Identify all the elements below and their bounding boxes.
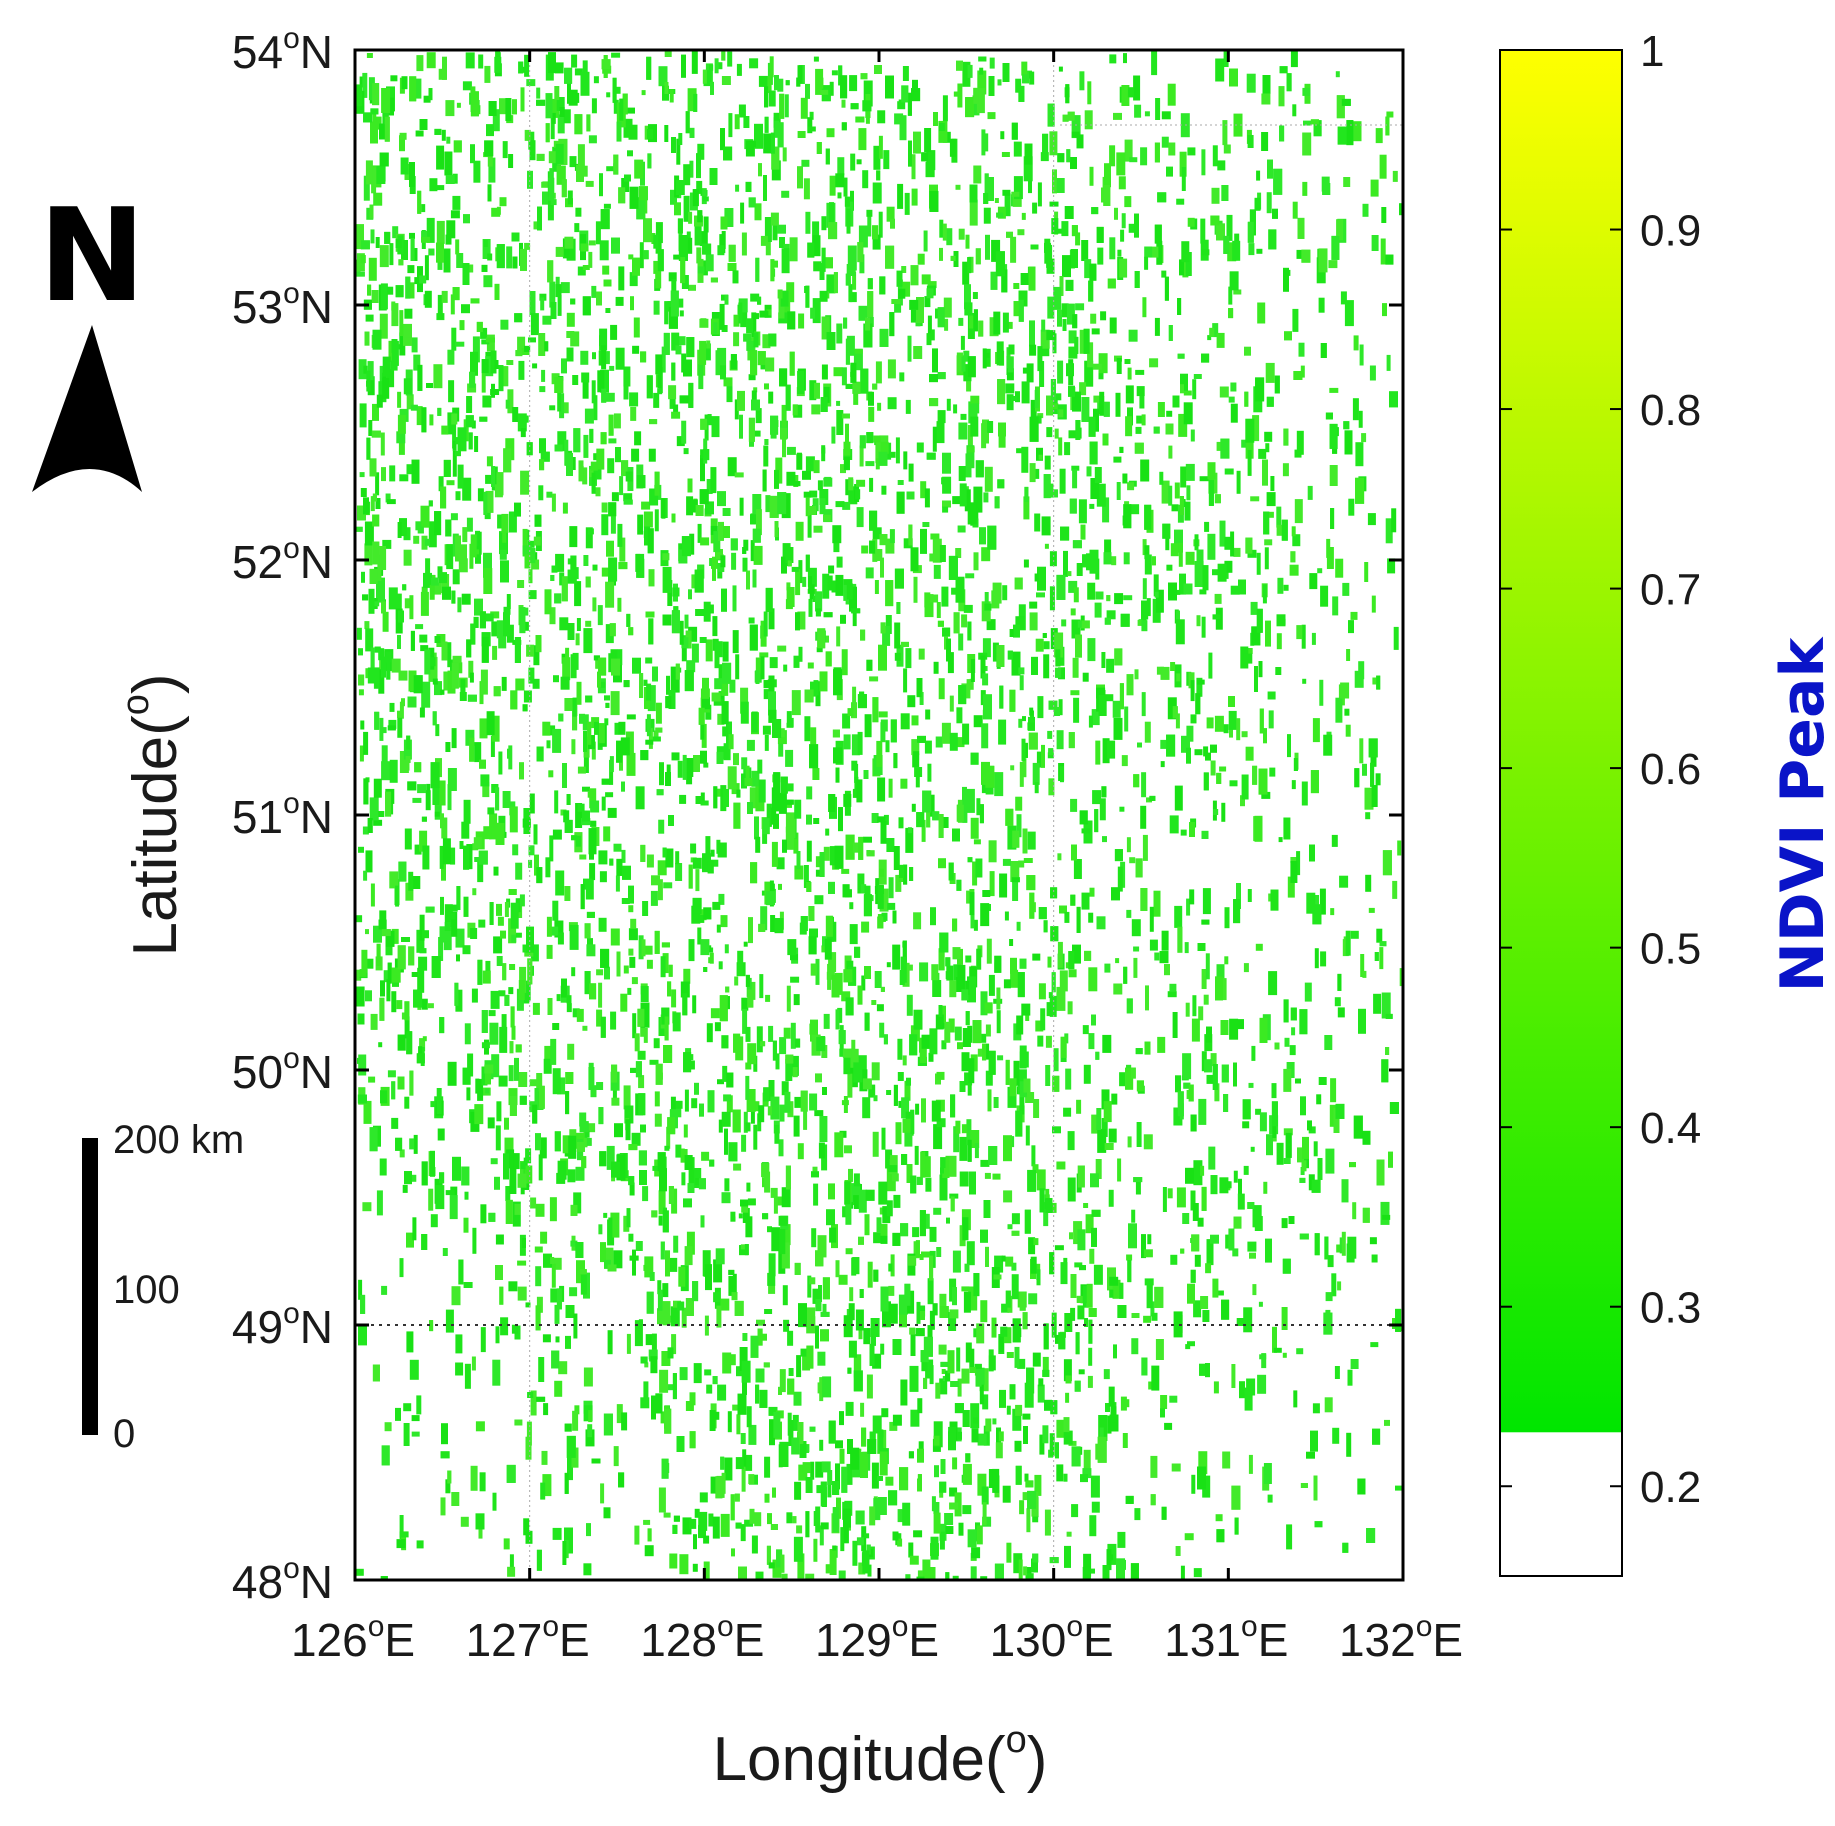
lon-label-128: 128oE bbox=[640, 1610, 764, 1666]
ndvi-vegetation-layer bbox=[355, 50, 1403, 1580]
lat-label-53: 53oN bbox=[232, 277, 333, 333]
scale-bar-line bbox=[82, 1138, 98, 1435]
north-arrow-icon: N bbox=[32, 182, 146, 492]
lat-label-54: 54oN bbox=[232, 22, 333, 78]
scale-label-100: 100 bbox=[113, 1268, 180, 1312]
lat-label-48: 48oN bbox=[232, 1552, 333, 1608]
lat-label-52: 52oN bbox=[232, 532, 333, 588]
colorbar: 1 0.9 0.8 0.7 0.6 0.5 0.4 0.3 0.2 bbox=[1499, 27, 1701, 1577]
scale-bar: 200 km 100 0 bbox=[82, 1118, 244, 1456]
colorbar-title: NDVI Peak bbox=[1768, 636, 1835, 993]
scale-label-200: 200 km bbox=[113, 1118, 244, 1162]
latitude-tick-labels: 54oN 53oN 52oN 51oN 50oN 49oN 48oN bbox=[232, 22, 333, 1608]
lat-label-49: 49oN bbox=[232, 1297, 333, 1353]
colorbar-label-0.9: 0.9 bbox=[1640, 207, 1701, 256]
y-axis-title: Latitude(o) bbox=[115, 673, 190, 956]
lon-label-127: 127oE bbox=[466, 1610, 590, 1666]
colorbar-label-0.5: 0.5 bbox=[1640, 925, 1701, 974]
colorbar-label-0.4: 0.4 bbox=[1640, 1104, 1701, 1153]
lon-label-132: 132oE bbox=[1339, 1610, 1463, 1666]
lat-label-50: 50oN bbox=[232, 1042, 333, 1098]
scale-label-0: 0 bbox=[113, 1412, 135, 1456]
colorbar-label-1: 1 bbox=[1640, 27, 1664, 76]
longitude-tick-labels: 126oE 127oE 128oE 129oE 130oE 131oE 132oE bbox=[291, 1610, 1463, 1666]
lat-label-51: 51oN bbox=[232, 787, 333, 843]
colorbar-label-0.2: 0.2 bbox=[1640, 1463, 1701, 1512]
x-axis-title: Longitude(o) bbox=[713, 1719, 1048, 1794]
lon-label-131: 131oE bbox=[1164, 1610, 1288, 1666]
lon-label-129: 129oE bbox=[815, 1610, 939, 1666]
lon-label-130: 130oE bbox=[990, 1610, 1114, 1666]
map-gridlines bbox=[355, 50, 1403, 1580]
axis-ticks bbox=[353, 48, 1405, 1582]
north-letter: N bbox=[38, 182, 145, 331]
colorbar-label-0.6: 0.6 bbox=[1640, 745, 1701, 794]
colorbar-ticks: 1 0.9 0.8 0.7 0.6 0.5 0.4 0.3 0.2 bbox=[1500, 27, 1701, 1512]
colorbar-label-0.7: 0.7 bbox=[1640, 566, 1701, 615]
colorbar-label-0.8: 0.8 bbox=[1640, 386, 1701, 435]
colorbar-frame bbox=[1499, 49, 1623, 1577]
colorbar-label-0.3: 0.3 bbox=[1640, 1284, 1701, 1333]
lon-label-126: 126oE bbox=[291, 1610, 415, 1666]
